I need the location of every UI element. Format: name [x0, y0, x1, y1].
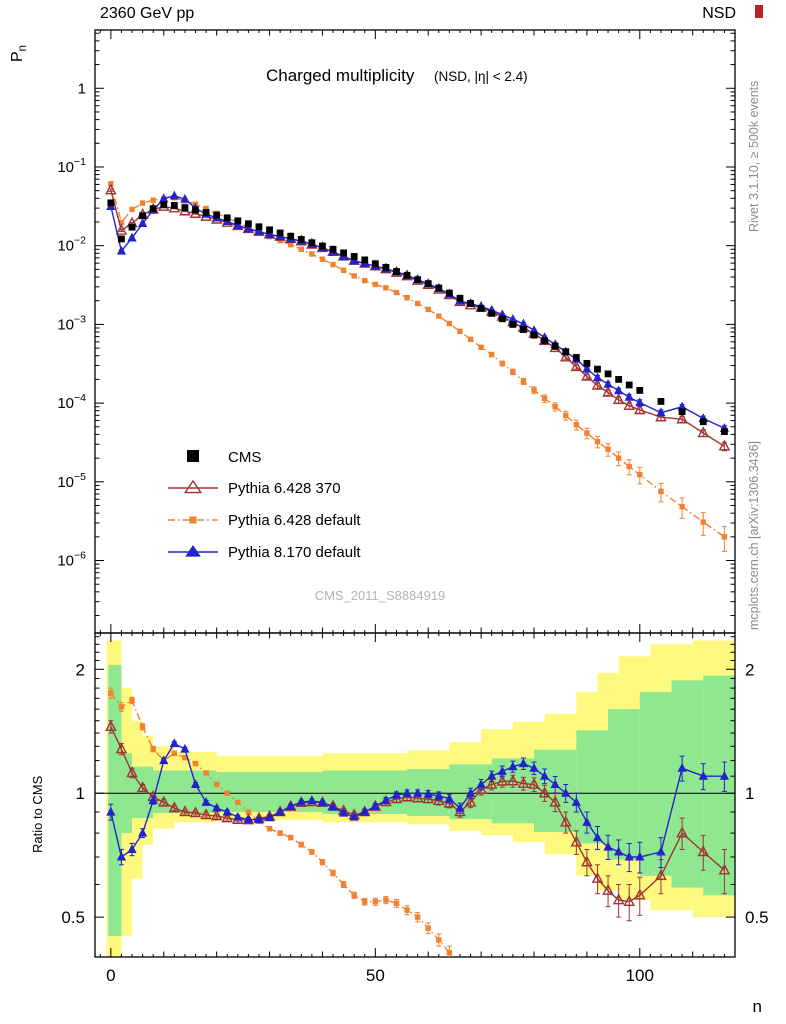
legend-label-cms: CMS [228, 449, 261, 466]
svg-text:100: 100 [626, 966, 654, 985]
legend: CMS Pythia 6.428 370 Pythia 6.428 defaul… [168, 449, 361, 561]
svg-text:1: 1 [76, 784, 85, 803]
legend-marker-pythia6-default [189, 516, 197, 524]
svg-text:10−5: 10−5 [57, 471, 86, 491]
ratio-axis-label: Ratio to CMS [30, 775, 45, 853]
svg-text:10−1: 10−1 [57, 156, 86, 176]
chart-layers: 0 50 100 1 10−1 10−2 10−3 10−4 10−5 10−6 0.5 0.5 1 1 2… [57, 29, 769, 985]
overlay-texts: 2360 GeV pp NSD Charged multiplicity (NS… [9, 5, 763, 1016]
analysis-id-watermark: CMS_2011_S8884919 [315, 588, 446, 603]
legend-marker-pythia6-370 [183, 479, 203, 494]
mcplots-credit-text: mcplots.cern.ch [arXiv:1306.3436] [747, 441, 761, 630]
svg-text:0: 0 [106, 966, 115, 985]
svg-text:2: 2 [76, 660, 85, 679]
y-axis-label-base: P [9, 51, 26, 62]
x-axis-label: n [753, 997, 762, 1016]
legend-label-pythia8-default: Pythia 8.170 default [228, 544, 361, 561]
svg-text:0.5: 0.5 [745, 908, 769, 927]
chart-subtitle: (NSD, |η| < 2.4) [434, 69, 528, 84]
legend-marker-cms [187, 450, 199, 462]
event-class-title: NSD [702, 5, 736, 22]
svg-text:50: 50 [366, 966, 385, 985]
corner-mark [755, 5, 763, 18]
svg-text:0.5: 0.5 [61, 908, 85, 927]
beam-energy-title: 2360 GeV pp [100, 5, 194, 22]
legend-label-pythia6-default: Pythia 6.428 default [228, 512, 361, 529]
svg-text:1: 1 [78, 80, 86, 97]
legend-marker-pythia8-default [185, 545, 201, 557]
svg-text:10−6: 10−6 [57, 550, 86, 570]
y-axis-label: Pn [9, 45, 29, 62]
legend-label-pythia6-370: Pythia 6.428 370 [228, 480, 341, 497]
svg-text:2: 2 [745, 660, 754, 679]
svg-text:1: 1 [745, 784, 754, 803]
svg-text:10−2: 10−2 [57, 235, 86, 255]
rivet-version-text: Rivet 3.1.10, ≥ 500k events [747, 81, 761, 232]
y-axis-label-sub: n [17, 45, 29, 51]
svg-text:10−3: 10−3 [57, 313, 86, 333]
chart-title: Charged multiplicity [266, 66, 415, 85]
svg-text:10−4: 10−4 [57, 392, 86, 412]
